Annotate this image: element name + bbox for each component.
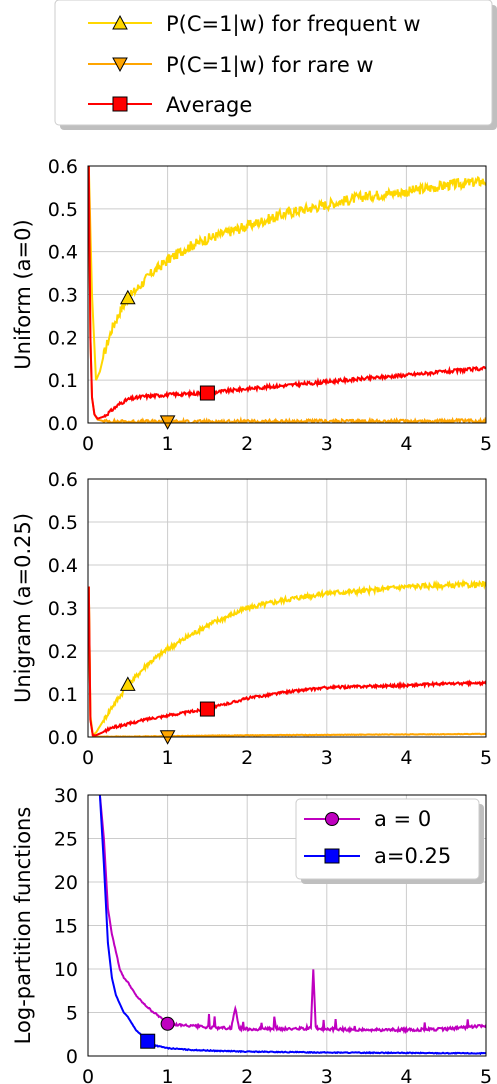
y-tick-label: 25: [54, 829, 78, 851]
x-tick-label: 1: [162, 747, 174, 769]
marker-square: [199, 701, 215, 717]
legend-marker-frequent: [112, 14, 128, 30]
plot-frame: [87, 478, 487, 738]
marker-square: [199, 385, 215, 401]
y-tick-label: 0.0: [48, 727, 78, 749]
x-tick-label: 4: [400, 1066, 412, 1084]
legend-label: a=0.25: [374, 844, 451, 868]
y-tick-label: 0.5: [48, 512, 78, 534]
y-tick-label: 0.5: [48, 199, 78, 221]
series-line-2: [98, 795, 486, 1056]
y-tick-label: 0.6: [48, 469, 78, 491]
y-axis-label: Log-partition functions: [11, 807, 35, 1045]
x-tick-label: 5: [480, 1066, 492, 1084]
marker-triangle-up: [119, 676, 136, 691]
series-lines: [88, 578, 486, 737]
x-tick-label: 2: [241, 747, 253, 769]
marker-circle: [160, 1016, 175, 1031]
plot-frame: [87, 165, 487, 424]
y-tick-label: 0.0: [48, 413, 78, 435]
y-tick-label: 0: [66, 1046, 78, 1068]
marker-square: [140, 1033, 156, 1049]
x-tick-label: 4: [400, 433, 412, 455]
legend-marker-average: [112, 96, 128, 112]
x-tick-label: 4: [400, 747, 412, 769]
legend-marker-circle: [325, 812, 339, 826]
y-tick-label: 5: [66, 1003, 78, 1025]
legend-label-rare: P(C=1|w) for rare w: [166, 53, 374, 78]
y-tick-label: 0.4: [48, 242, 78, 264]
x-tick-label: 3: [321, 1066, 333, 1084]
x-tick-label: 0: [82, 747, 94, 769]
x-tick-label: 0: [82, 433, 94, 455]
series-lines: [88, 166, 486, 423]
y-tick-label: 0.2: [48, 641, 78, 663]
top-legend: P(C=1|w) for frequent w P(C=1|w) for rar…: [54, 0, 497, 130]
legend-label: a = 0: [374, 807, 431, 831]
x-tick-label: 2: [241, 433, 253, 455]
y-tick-label: 0.1: [48, 370, 78, 392]
series-line-1: [88, 166, 486, 381]
y-axis-label: Uniform (a=0): [11, 219, 35, 369]
y-tick-label: 30: [54, 785, 78, 807]
series-line-2: [88, 586, 486, 737]
legend-label-frequent: P(C=1|w) for frequent w: [166, 12, 421, 37]
marker-triangle-down: [159, 415, 176, 430]
y-tick-label: 0.4: [48, 555, 78, 577]
y-tick-label: 15: [54, 916, 78, 938]
x-tick-label: 2: [241, 1066, 253, 1084]
series-line-3: [88, 586, 486, 737]
chart-panel-1: 0 1 2 3 4 5 0.0 0.1 0.2 0.3 0.4 0.5 0.6 Uniform (a=0): [11, 156, 492, 455]
x-tick-label: 3: [321, 433, 333, 455]
x-tick-label: 1: [162, 1066, 174, 1084]
panel-legend: a = 0 a=0.25: [295, 798, 484, 884]
x-tick-label: 1: [162, 433, 174, 455]
legend-label-average: Average: [166, 93, 252, 117]
x-tick-label: 5: [480, 433, 492, 455]
x-tick-label: 5: [480, 747, 492, 769]
y-tick-label: 0.2: [48, 327, 78, 349]
series-line-2: [88, 166, 486, 423]
y-tick-label: 0.1: [48, 684, 78, 706]
y-tick-label: 0.3: [48, 598, 78, 620]
series-line-3: [88, 166, 486, 420]
legend-marker-rare: [112, 57, 128, 73]
y-tick-label: 0.3: [48, 285, 78, 307]
y-tick-label: 0.6: [48, 156, 78, 178]
y-axis-label: Unigram (a=0.25): [11, 513, 35, 703]
marker-triangle-up: [119, 289, 136, 305]
series-line-1: [88, 578, 486, 737]
chart-panel-2: 0 1 2 3 4 5 0.0 0.1 0.2 0.3 0.4 0.5 0.6 Unigram (a=0.…: [11, 469, 492, 769]
y-tick-label: 20: [54, 872, 78, 894]
x-tick-label: 0: [82, 1066, 94, 1084]
plot-frame: [87, 794, 487, 1057]
chart-panel-3: 0 1 2 3 4 5 0 5 10 15 20 25 30 Log-partition function…: [11, 785, 492, 1084]
x-tick-label: 3: [321, 747, 333, 769]
legend-marker-square: [324, 848, 340, 864]
y-tick-label: 10: [54, 959, 78, 981]
